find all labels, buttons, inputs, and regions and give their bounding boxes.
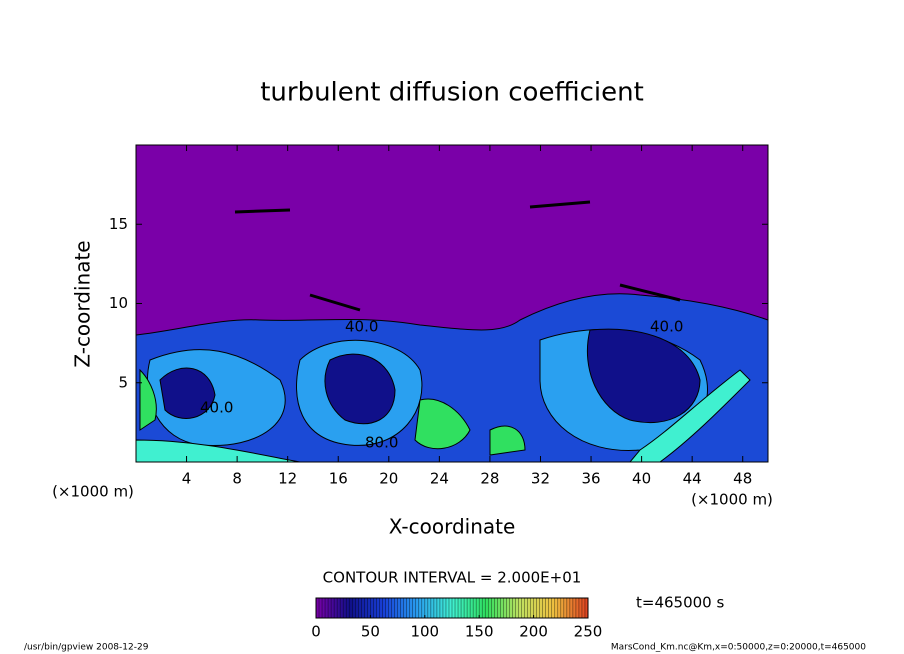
field-region: [324, 353, 396, 425]
field-region: [159, 367, 216, 419]
y-axis-label: Z-coordinate: [71, 240, 95, 367]
x-tick-label: 24: [430, 470, 449, 488]
contour-interval: CONTOUR INTERVAL = 2.000E+01: [323, 569, 582, 587]
x-axis-label: X-coordinate: [389, 515, 516, 539]
colorbar-tick-label: 50: [361, 623, 380, 641]
field-region: [489, 425, 526, 456]
x-tick-label: 16: [329, 470, 348, 488]
x-unit: (×1000 m): [691, 491, 773, 509]
footer-right: MarsCond_Km.nc@Km,x=0:50000,z=0:20000,t=…: [611, 643, 866, 653]
x-tick-label: 20: [379, 470, 398, 488]
field-region: [139, 368, 157, 431]
colorbar-tick-label: 100: [410, 623, 439, 641]
field-region: [414, 398, 471, 450]
colorbar-tick-label: 150: [465, 623, 494, 641]
contour-label: 40.0: [650, 318, 683, 336]
colorbar-tick-label: 200: [519, 623, 548, 641]
field-contour: [234, 200, 681, 312]
x-tick-label: 32: [531, 470, 550, 488]
colorbar-tick-label: 0: [311, 623, 321, 641]
x-tick-label: 44: [683, 470, 702, 488]
contour-label: 40.0: [345, 318, 378, 336]
colorbar-tick-label: 250: [574, 623, 603, 641]
contour-label: 40.0: [200, 399, 233, 417]
x-tick-label: 12: [278, 470, 297, 488]
x-tick-label: 4: [182, 470, 192, 488]
x-tick-label: 40: [632, 470, 651, 488]
x-tick-label: 48: [733, 470, 752, 488]
footer-left: /usr/bin/gpview 2008-12-29: [24, 643, 149, 653]
y-tick-label: 10: [109, 294, 128, 312]
y-tick-label: 15: [109, 215, 128, 233]
field: 40.0 40.0 40.0 80.0: [136, 145, 768, 462]
time-label: t=465000 s: [636, 594, 724, 612]
y-tick-label: 5: [118, 373, 128, 391]
x-tick-label: 28: [480, 470, 499, 488]
x-tick-label: 36: [581, 470, 600, 488]
y-unit: (×1000 m): [52, 483, 134, 501]
chart-title: turbulent diffusion coefficient: [260, 78, 644, 108]
contour-label: 80.0: [365, 434, 398, 452]
field-region: [629, 369, 751, 462]
field-region: [586, 328, 701, 424]
x-tick-label: 8: [232, 470, 242, 488]
